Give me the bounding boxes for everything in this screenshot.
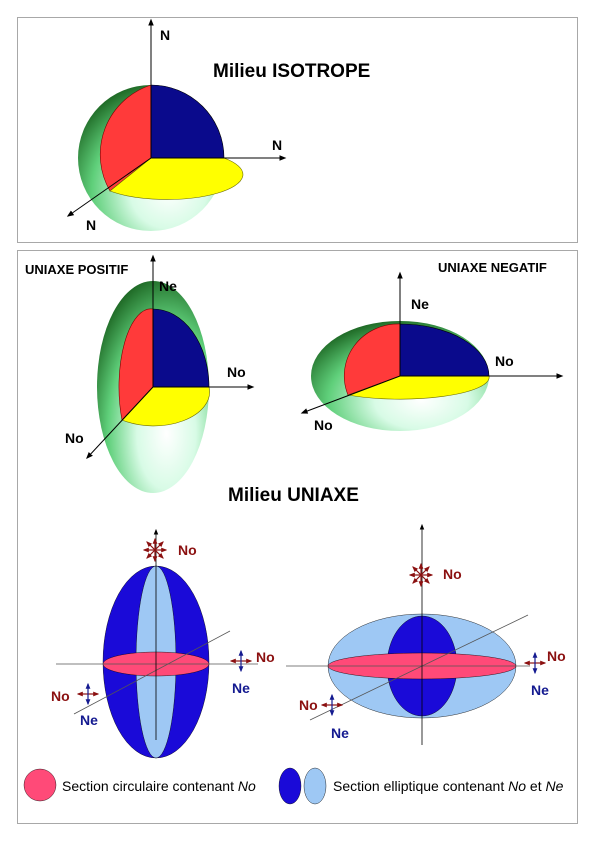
right-right-no-label: No bbox=[547, 648, 566, 664]
right-right-cross-arrows bbox=[523, 651, 547, 675]
right-top-star-arrows bbox=[408, 562, 434, 588]
legend-elliptic-text: Section elliptique contenant No et Ne bbox=[333, 778, 564, 794]
legend-circular-swatch bbox=[23, 768, 57, 802]
left-top-no-label: No bbox=[178, 542, 197, 558]
uniaxe-negatif-label-horizontal: No bbox=[495, 353, 514, 369]
left-left-no-label: No bbox=[51, 688, 70, 704]
right-section-diagram bbox=[286, 523, 530, 745]
uniaxe-negatif-label-oblique: No bbox=[314, 417, 333, 433]
left-section-diagram bbox=[56, 528, 258, 759]
uniaxe-negatif-axes bbox=[300, 271, 564, 414]
uniaxe-negatif-heading: UNIAXE NEGATIF bbox=[438, 260, 547, 275]
isotrope-axis-label-horizontal: N bbox=[272, 137, 282, 153]
isotrope-title: Milieu ISOTROPE bbox=[213, 61, 370, 82]
uniaxe-positif-axes bbox=[86, 254, 255, 460]
legend-elliptic-swatch-dark bbox=[278, 767, 302, 805]
isotrope-axis-label-oblique: N bbox=[86, 217, 96, 233]
uniaxe-positif-label-horizontal: No bbox=[227, 364, 246, 380]
right-right-ne-label: Ne bbox=[531, 682, 549, 698]
left-right-no-label: No bbox=[256, 649, 275, 665]
right-top-no-label: No bbox=[443, 566, 462, 582]
right-left-ne-label: Ne bbox=[331, 725, 349, 741]
left-left-ne-label: Ne bbox=[80, 712, 98, 728]
legend-elliptic-swatch-light bbox=[303, 767, 327, 805]
uniaxe-title: Milieu UNIAXE bbox=[228, 485, 359, 506]
left-right-ne-label: Ne bbox=[232, 680, 250, 696]
uniaxe-negatif-label-vertical: Ne bbox=[411, 296, 429, 312]
left-top-star-arrows bbox=[142, 537, 168, 563]
isotrope-axes bbox=[66, 18, 287, 217]
uniaxe-positif-label-oblique: No bbox=[65, 430, 84, 446]
right-left-no-label: No bbox=[299, 697, 318, 713]
uniaxe-positif-label-vertical: Ne bbox=[159, 278, 177, 294]
uniaxe-positif-heading: UNIAXE POSITIF bbox=[25, 262, 128, 277]
isotrope-axis-label-vertical: N bbox=[160, 27, 170, 43]
right-left-cross-arrows bbox=[320, 693, 344, 717]
legend-circular-text: Section circulaire contenant No bbox=[62, 778, 256, 794]
left-right-cross-arrows bbox=[229, 649, 253, 673]
left-left-cross-arrows bbox=[76, 682, 100, 706]
